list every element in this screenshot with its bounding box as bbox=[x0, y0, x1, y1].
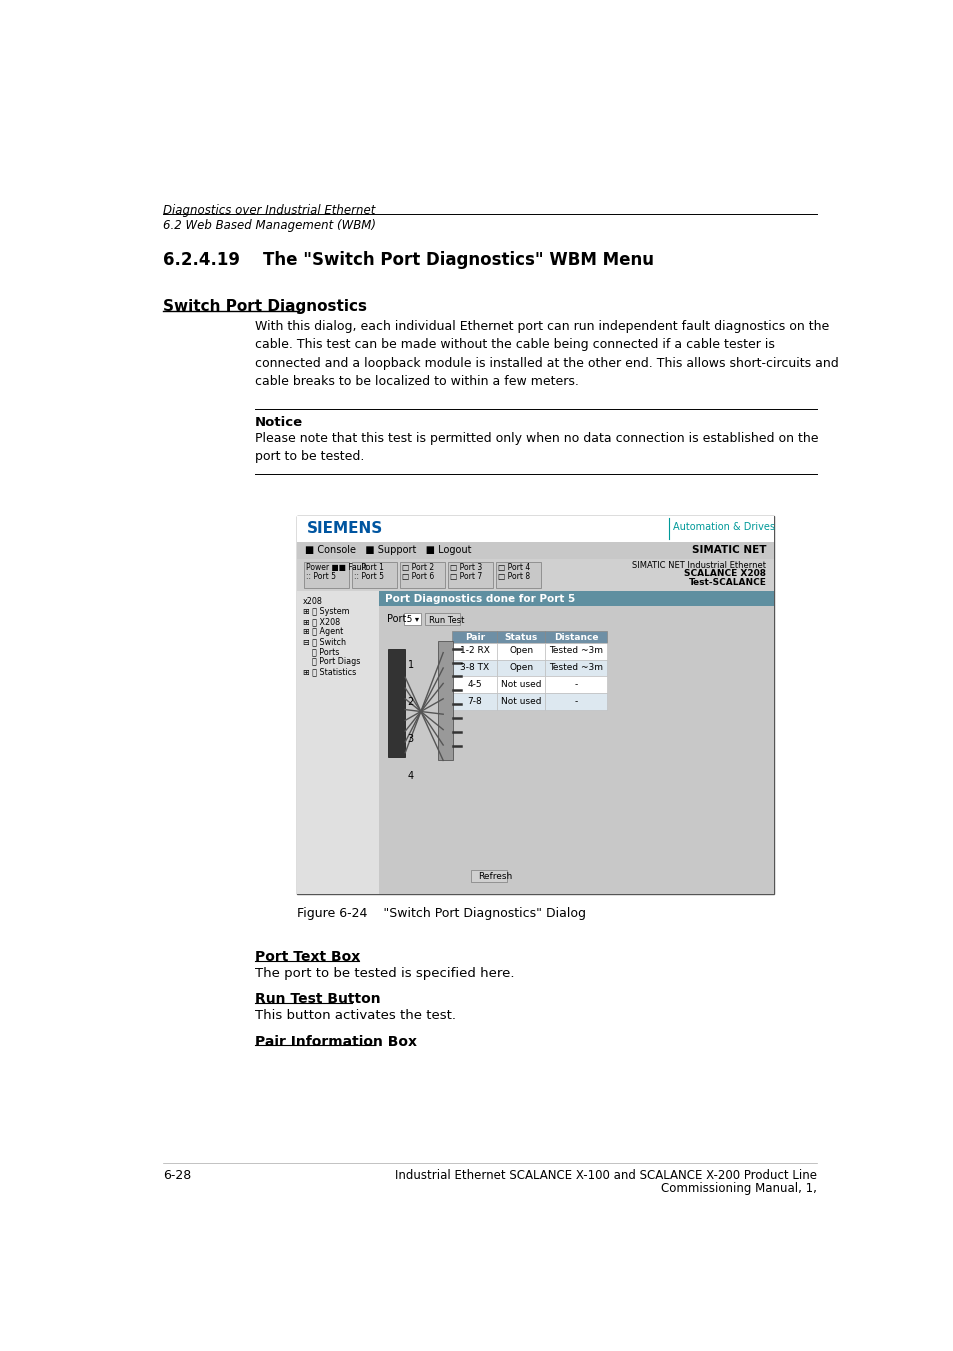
Text: 3-8 TX: 3-8 TX bbox=[460, 663, 489, 673]
Bar bbox=[452, 677, 497, 693]
Text: Commissioning Manual, 1,: Commissioning Manual, 1, bbox=[660, 1182, 816, 1194]
Text: Pair Information Box: Pair Information Box bbox=[254, 1035, 416, 1048]
Text: ⊞ 🗀 Statistics: ⊞ 🗀 Statistics bbox=[303, 667, 355, 677]
FancyBboxPatch shape bbox=[471, 870, 506, 882]
Text: :: Port 1: :: Port 1 bbox=[354, 563, 383, 573]
Text: 4-5: 4-5 bbox=[467, 681, 482, 689]
Text: This button activates the test.: This button activates the test. bbox=[254, 1009, 456, 1023]
Text: The port to be tested is specified here.: The port to be tested is specified here. bbox=[254, 967, 514, 979]
Text: Pair: Pair bbox=[464, 632, 484, 642]
Text: Test-SCALANCE: Test-SCALANCE bbox=[688, 578, 765, 586]
Bar bbox=[437, 642, 453, 761]
Bar bbox=[545, 643, 607, 659]
Bar bbox=[452, 631, 497, 643]
Text: □ Port 7: □ Port 7 bbox=[450, 571, 482, 581]
FancyBboxPatch shape bbox=[403, 613, 420, 626]
FancyBboxPatch shape bbox=[399, 562, 444, 588]
Text: Status: Status bbox=[504, 632, 537, 642]
Bar bbox=[497, 659, 545, 677]
Text: Port Diagnostics done for Port 5: Port Diagnostics done for Port 5 bbox=[385, 594, 575, 604]
Bar bbox=[297, 516, 773, 893]
Text: 6-28: 6-28 bbox=[163, 1169, 192, 1182]
Text: Run Test Button: Run Test Button bbox=[254, 992, 380, 1006]
Text: □ Port 2: □ Port 2 bbox=[402, 563, 434, 573]
Text: □ Port 3: □ Port 3 bbox=[450, 563, 482, 573]
Text: Switch Port Diagnostics: Switch Port Diagnostics bbox=[163, 299, 367, 315]
Text: Not used: Not used bbox=[500, 697, 541, 707]
Text: 2: 2 bbox=[407, 697, 414, 708]
Text: □ Port 8: □ Port 8 bbox=[497, 571, 530, 581]
Text: -: - bbox=[575, 697, 578, 707]
Text: x208: x208 bbox=[303, 597, 322, 607]
Text: Port:: Port: bbox=[386, 615, 409, 624]
Bar bbox=[545, 693, 607, 711]
Bar bbox=[545, 677, 607, 693]
Text: 1-2 RX: 1-2 RX bbox=[459, 646, 490, 655]
Text: 📄 Ports: 📄 Ports bbox=[312, 647, 339, 657]
Bar bbox=[297, 559, 773, 590]
Bar bbox=[297, 516, 773, 542]
Text: 3: 3 bbox=[407, 734, 414, 744]
Bar bbox=[545, 659, 607, 677]
Bar bbox=[297, 590, 378, 893]
Text: Open: Open bbox=[509, 663, 533, 673]
Bar bbox=[297, 542, 773, 559]
Text: Refresh: Refresh bbox=[477, 871, 512, 881]
Text: Open: Open bbox=[509, 646, 533, 655]
Text: 5 ▾: 5 ▾ bbox=[406, 615, 418, 624]
Text: ⊞ 🗀 Agent: ⊞ 🗀 Agent bbox=[303, 627, 343, 636]
Text: SIMATIC NET Industrial Ethernet: SIMATIC NET Industrial Ethernet bbox=[632, 561, 765, 570]
Text: Tested ~3m: Tested ~3m bbox=[549, 663, 603, 673]
Text: Automation & Drives: Automation & Drives bbox=[673, 523, 775, 532]
Bar bbox=[378, 590, 773, 607]
Bar bbox=[497, 643, 545, 659]
Text: 1: 1 bbox=[407, 661, 414, 670]
Text: SIEMENS: SIEMENS bbox=[307, 521, 383, 536]
FancyBboxPatch shape bbox=[303, 562, 348, 588]
Bar bbox=[545, 631, 607, 643]
Text: Diagnostics over Industrial Ethernet: Diagnostics over Industrial Ethernet bbox=[163, 204, 375, 218]
Text: With this dialog, each individual Ethernet port can run independent fault diagno: With this dialog, each individual Ethern… bbox=[254, 320, 838, 389]
Bar bbox=[388, 648, 405, 757]
Bar bbox=[452, 693, 497, 711]
Text: 6.2.4.19    The "Switch Port Diagnostics" WBM Menu: 6.2.4.19 The "Switch Port Diagnostics" W… bbox=[163, 251, 654, 269]
Text: :: Port 5: :: Port 5 bbox=[354, 571, 384, 581]
Bar bbox=[452, 659, 497, 677]
Text: 7-8: 7-8 bbox=[467, 697, 482, 707]
Bar bbox=[497, 631, 545, 643]
Text: ⊞ 🗀 System: ⊞ 🗀 System bbox=[303, 607, 349, 616]
Text: Port Text Box: Port Text Box bbox=[254, 950, 359, 963]
Text: ■ Console   ■ Support   ■ Logout: ■ Console ■ Support ■ Logout bbox=[305, 544, 471, 555]
Text: □ Port 6: □ Port 6 bbox=[402, 571, 434, 581]
Text: Power ■■ Fault: Power ■■ Fault bbox=[306, 563, 367, 573]
Text: ⊞ 🗀 X208: ⊞ 🗀 X208 bbox=[303, 617, 339, 627]
Text: Not used: Not used bbox=[500, 681, 541, 689]
FancyBboxPatch shape bbox=[352, 562, 396, 588]
FancyBboxPatch shape bbox=[496, 562, 540, 588]
Text: 6.2 Web Based Management (WBM): 6.2 Web Based Management (WBM) bbox=[163, 219, 376, 232]
Text: Figure 6-24    "Switch Port Diagnostics" Dialog: Figure 6-24 "Switch Port Diagnostics" Di… bbox=[297, 908, 586, 920]
Text: ⊟ 🗀 Switch: ⊟ 🗀 Switch bbox=[303, 638, 346, 646]
Text: Tested ~3m: Tested ~3m bbox=[549, 646, 603, 655]
Bar bbox=[452, 643, 497, 659]
Text: □ Port 4: □ Port 4 bbox=[497, 563, 530, 573]
Text: Notice: Notice bbox=[254, 416, 303, 430]
FancyBboxPatch shape bbox=[424, 613, 459, 626]
Bar bbox=[378, 607, 773, 893]
Text: 4: 4 bbox=[407, 771, 414, 781]
Bar bbox=[497, 693, 545, 711]
Text: Run Test: Run Test bbox=[429, 616, 464, 624]
Text: Industrial Ethernet SCALANCE X-100 and SCALANCE X-200 Product Line: Industrial Ethernet SCALANCE X-100 and S… bbox=[395, 1169, 816, 1182]
Text: -: - bbox=[575, 681, 578, 689]
Text: :: Port 5: :: Port 5 bbox=[306, 571, 335, 581]
Text: Distance: Distance bbox=[554, 632, 598, 642]
Text: SIMATIC NET: SIMATIC NET bbox=[691, 544, 765, 555]
Text: SCALANCE X208: SCALANCE X208 bbox=[683, 570, 765, 578]
FancyBboxPatch shape bbox=[447, 562, 493, 588]
Text: 📄 Port Diags: 📄 Port Diags bbox=[312, 657, 360, 666]
Bar bbox=[497, 677, 545, 693]
Text: Please note that this test is permitted only when no data connection is establis: Please note that this test is permitted … bbox=[254, 431, 818, 463]
